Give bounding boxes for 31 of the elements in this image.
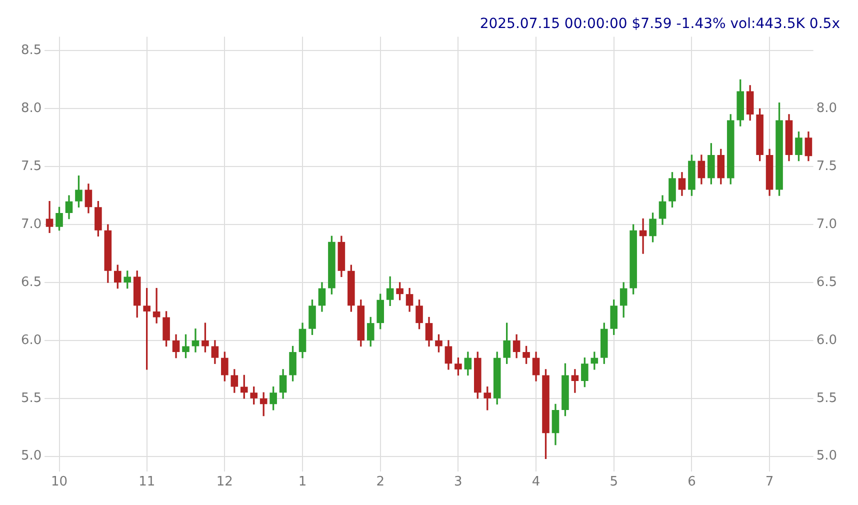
candlestick [571, 369, 579, 393]
y2-tick-label: 5.5 [816, 390, 838, 406]
y-tick-label: 7.0 [20, 216, 42, 232]
y-tick-label: 5.5 [20, 390, 42, 406]
candlestick [192, 328, 200, 352]
chart-title: 2025.07.15 00:00:00 $7.59 -1.43% vol:443.5K 0.5x [480, 16, 840, 32]
y2-tick-label: 5.0 [816, 448, 838, 464]
x-tick-label: 4 [532, 474, 540, 490]
x-tick-label: 1 [298, 474, 307, 490]
x-tick-label: 12 [216, 474, 233, 490]
y2-tick-label: 7.5 [816, 158, 838, 174]
x-tick-label: 2 [376, 474, 384, 490]
y-tick-label: 7.5 [20, 158, 42, 174]
candlestick [46, 201, 54, 233]
x-tick-label: 6 [688, 474, 696, 490]
x-tick-label: 3 [454, 474, 462, 490]
x-tick-label: 11 [138, 474, 156, 490]
x-tick-label: 10 [50, 474, 68, 490]
y-tick-label: 6.0 [20, 332, 42, 348]
y-tick-label: 8.0 [20, 101, 42, 116]
y2-tick-label: 7.0 [816, 216, 838, 232]
y-tick-label: 6.5 [20, 274, 42, 290]
y-tick-label: 8.5 [20, 43, 42, 58]
x-tick-label: 7 [765, 474, 774, 490]
y2-tick-label: 6.0 [816, 332, 838, 348]
y-tick-label: 5.0 [20, 448, 42, 464]
candlestick [152, 288, 160, 324]
y2-tick-label: 6.5 [816, 274, 838, 290]
x-tick-label: 5 [610, 474, 618, 490]
candlestick [639, 218, 647, 254]
y2-tick-label: 8.0 [816, 101, 838, 116]
